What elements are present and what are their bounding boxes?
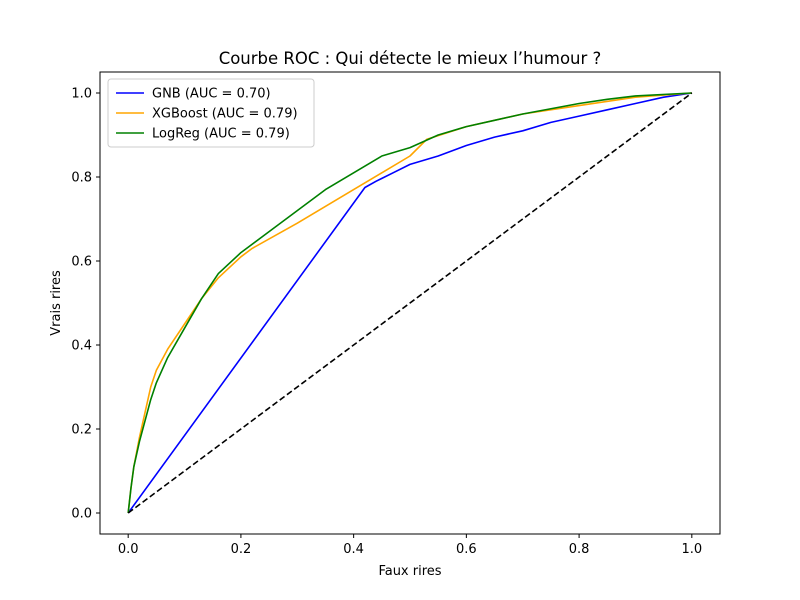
x-tick-label: 1.0 xyxy=(681,542,702,557)
legend-label: GNB (AUC = 0.70) xyxy=(152,87,271,102)
x-axis-ticks: 0.0 0.2 0.4 0.6 0.8 1.0 xyxy=(118,534,702,557)
x-tick-label: 0.4 xyxy=(343,542,364,557)
plot-border xyxy=(99,71,721,535)
x-tick-label: 0.0 xyxy=(118,542,139,557)
x-tick-label: 0.8 xyxy=(569,542,590,557)
y-axis-label: Vrais rires xyxy=(49,270,64,336)
y-axis-ticks: 0.0 0.2 0.4 0.6 0.8 1.0 xyxy=(71,87,100,522)
x-axis-label: Faux rires xyxy=(378,564,441,579)
legend: GNB (AUC = 0.70) XGBoost (AUC = 0.79) LogR… xyxy=(107,78,315,148)
x-tick-label: 0.2 xyxy=(231,542,252,557)
y-tick-label: 0.2 xyxy=(71,423,92,438)
legend-label: XGBoost (AUC = 0.79) xyxy=(152,107,298,122)
y-tick-label: 0.8 xyxy=(71,171,92,186)
legend-box xyxy=(107,78,315,148)
series-line-logreg xyxy=(127,92,692,514)
series-layer xyxy=(127,92,693,514)
x-tick-label: 0.6 xyxy=(456,542,477,557)
series-line-gnb xyxy=(127,92,692,514)
chance-diagonal-line xyxy=(127,92,693,514)
y-tick-label: 1.0 xyxy=(71,87,92,102)
y-tick-label: 0.4 xyxy=(71,339,92,354)
chart-title: Courbe ROC : Qui détecte le mieux l’humo… xyxy=(219,49,602,68)
legend-label: LogReg (AUC = 0.79) xyxy=(152,127,290,142)
y-tick-label: 0.6 xyxy=(71,255,92,270)
y-tick-label: 0.0 xyxy=(71,507,92,522)
